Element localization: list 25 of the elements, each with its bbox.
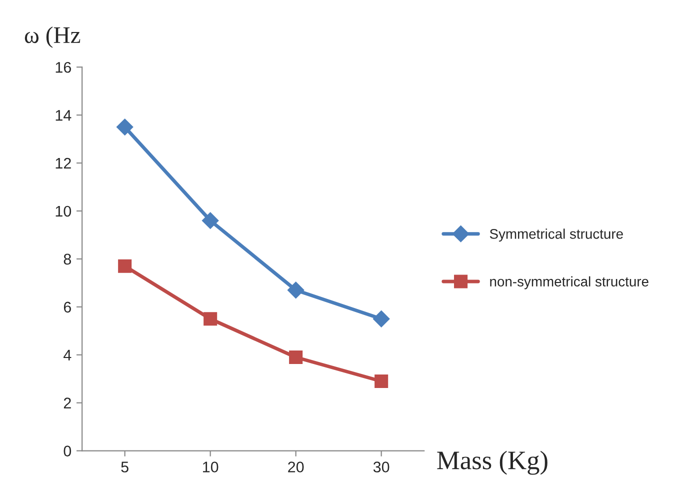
x-tick-label: 10 — [203, 462, 218, 472]
y-tick-label: 2 — [64, 398, 71, 408]
y-tick-label: 16 — [56, 62, 71, 73]
y-tick-label: 0 — [64, 446, 72, 456]
point — [374, 374, 388, 388]
x-tick-label: 20 — [288, 462, 304, 472]
x-tick-label: 5 — [121, 462, 128, 472]
y-tick-label: 10 — [56, 206, 72, 217]
legend-label: Symmetrical structure — [490, 228, 623, 242]
point — [372, 310, 390, 328]
y-tick-label: 4 — [64, 350, 72, 360]
x-tick-label: 30 — [373, 462, 390, 472]
legend-label: non-symmetrical structure — [490, 276, 648, 290]
y-tick-label: 12 — [56, 158, 71, 169]
y-tick-label: 14 — [56, 110, 72, 121]
y-tick-label: 6 — [64, 302, 71, 313]
point — [202, 212, 219, 229]
y-tick-label: 8 — [64, 254, 71, 265]
point — [287, 282, 304, 298]
point — [204, 312, 218, 326]
point — [289, 350, 303, 364]
x-axis-title: Mass (Kg) — [437, 450, 548, 475]
point — [118, 259, 132, 273]
point — [116, 118, 134, 136]
y-axis-title: ω (Hz — [24, 26, 80, 48]
